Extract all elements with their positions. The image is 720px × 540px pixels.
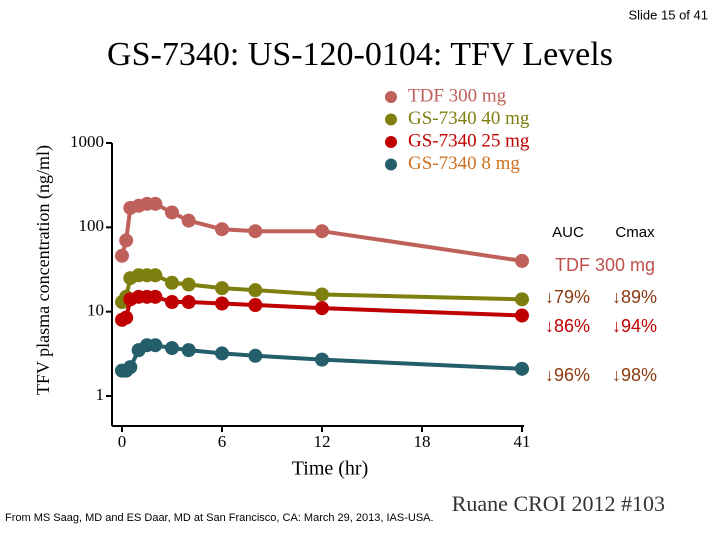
data-point <box>148 268 163 283</box>
legend-label: GS-7340 25 mg <box>408 130 530 151</box>
data-point <box>148 196 163 211</box>
data-point <box>181 295 196 310</box>
data-point <box>181 277 196 292</box>
x-tick-label: 6 <box>218 432 227 451</box>
data-point <box>215 346 229 361</box>
data-point <box>315 352 329 367</box>
x-tick-label: 41 <box>514 432 531 451</box>
legend-label: TDF 300 mg <box>408 85 507 106</box>
data-point <box>119 233 134 248</box>
data-point <box>165 205 179 220</box>
data-point <box>123 360 138 375</box>
comparison-value: ↓89% <box>612 287 657 307</box>
comparison-value: ↓94% <box>612 316 657 336</box>
legend-marker <box>385 158 397 171</box>
comparison-value: ↓79% <box>545 287 590 307</box>
x-tick-label: 12 <box>314 432 331 451</box>
comparison-header: Cmax <box>615 224 655 241</box>
legend-marker <box>385 136 397 148</box>
x-tick-label: 18 <box>414 432 431 451</box>
data-point <box>515 292 529 307</box>
comparison-reference: TDF 300 mg <box>555 255 655 275</box>
data-point <box>315 224 329 239</box>
data-point <box>215 281 229 296</box>
chart-title: GS-7340: US-120-0104: TFV Levels <box>107 36 613 73</box>
data-point <box>165 341 179 356</box>
y-tick-label: 100 <box>79 216 105 235</box>
legend-marker <box>385 91 397 103</box>
data-point <box>165 275 179 290</box>
data-point <box>181 213 196 228</box>
data-point <box>165 295 179 310</box>
footer: From MS Saag, MD and ES Daar, MD at San … <box>5 512 434 524</box>
data-point <box>119 310 134 325</box>
data-point <box>248 297 263 312</box>
data-point <box>515 253 529 268</box>
data-point <box>115 248 129 263</box>
y-tick-label: 10 <box>87 301 104 320</box>
data-point <box>148 289 163 304</box>
slide-number: Slide 15 of 41 <box>628 7 708 22</box>
legend-marker <box>385 113 397 126</box>
data-point <box>148 338 163 353</box>
data-point <box>515 308 529 323</box>
y-axis-label: TFV plasma concentration (ng/ml) <box>33 145 54 395</box>
y-tick-label: 1 <box>96 385 105 404</box>
comparison-value: ↓98% <box>612 365 657 385</box>
data-point <box>248 224 263 239</box>
legend-label: GS-7340 8 mg <box>408 153 520 174</box>
data-point <box>248 348 263 363</box>
comparison-value: ↓86% <box>545 316 590 336</box>
data-point <box>248 283 263 298</box>
data-point <box>515 361 529 376</box>
data-point <box>215 222 229 237</box>
x-tick-label: 0 <box>118 432 127 451</box>
legend-label: GS-7340 40 mg <box>408 108 530 129</box>
comparison-value: ↓96% <box>545 365 590 385</box>
data-point <box>181 343 196 358</box>
comparison-header: AUC <box>552 224 584 241</box>
data-point <box>315 287 329 302</box>
x-axis-label: Time (hr) <box>292 458 368 480</box>
citation: Ruane CROI 2012 #103 <box>452 491 665 516</box>
data-point <box>315 301 329 316</box>
data-point <box>215 296 229 311</box>
y-tick-label: 1000 <box>70 132 104 151</box>
